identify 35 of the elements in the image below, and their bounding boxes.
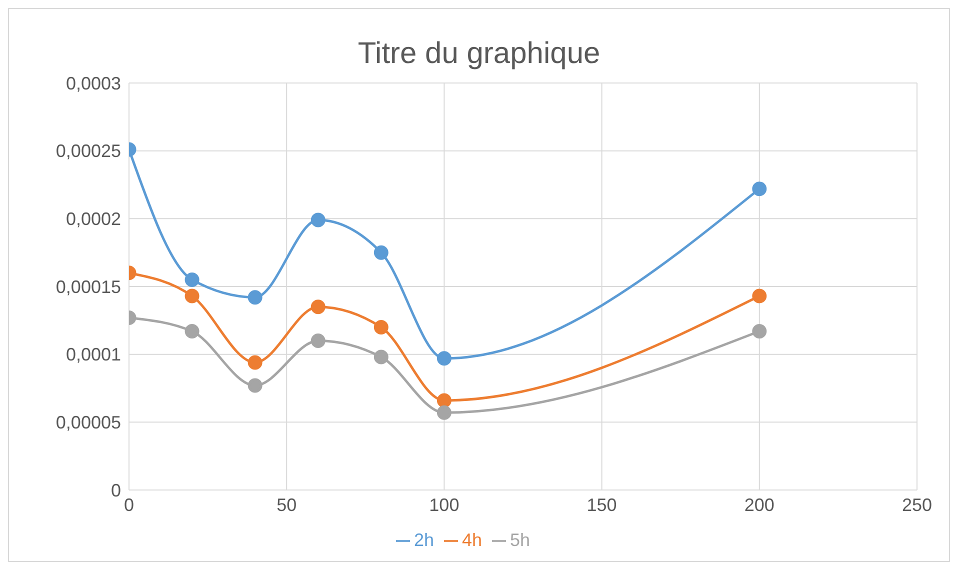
point xyxy=(436,351,452,366)
x-tick-label: 100 xyxy=(429,494,460,515)
y-tick-label: 0,00005 xyxy=(56,412,121,433)
point xyxy=(310,300,326,314)
x-tick-label: 150 xyxy=(586,494,617,515)
y-tick-label: 0,0003 xyxy=(66,73,121,94)
point xyxy=(752,324,767,339)
point xyxy=(310,334,326,348)
y-tick-label: 0,0001 xyxy=(66,344,121,365)
legend-label: 4h xyxy=(462,530,482,550)
point xyxy=(248,378,262,393)
x-tick-label: 250 xyxy=(902,494,932,515)
legend-label: 2h xyxy=(414,530,434,550)
point xyxy=(374,245,388,260)
x-tick-label: 50 xyxy=(276,494,297,515)
chart-title: Titre du graphique xyxy=(356,36,602,71)
point xyxy=(752,288,767,304)
point xyxy=(184,272,200,287)
point xyxy=(184,288,200,304)
legend-label: 5h xyxy=(510,530,530,550)
y-tick-label: 0,00025 xyxy=(56,141,121,162)
point xyxy=(374,320,388,334)
point xyxy=(436,405,452,420)
point xyxy=(184,324,200,339)
x-tick-label: 200 xyxy=(744,494,774,515)
point xyxy=(374,350,388,364)
x-tick-label: 0 xyxy=(124,494,134,515)
point xyxy=(248,355,262,370)
y-tick-label: 0 xyxy=(110,480,121,500)
y-tick-label: 0,0002 xyxy=(66,209,121,230)
y-tick-label: 0,00015 xyxy=(56,276,121,297)
point xyxy=(752,182,767,196)
point xyxy=(310,212,326,228)
point xyxy=(436,393,452,408)
point xyxy=(248,290,262,305)
